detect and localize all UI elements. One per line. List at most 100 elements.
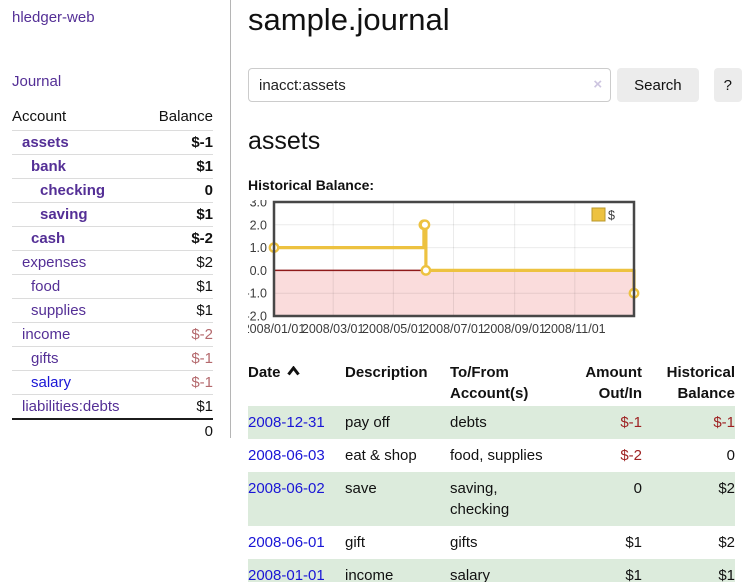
search-form: × Search ? xyxy=(248,68,742,102)
transaction-description: income xyxy=(345,559,450,582)
account-row: assets $-1 xyxy=(12,130,213,155)
transaction-accounts: food, supplies xyxy=(450,447,543,464)
account-balance: 0 xyxy=(145,178,213,203)
svg-text:2008/07/01: 2008/07/01 xyxy=(422,322,485,336)
sidebar: hledger-web Journal Account Balance asse… xyxy=(0,0,231,443)
account-balance: $1 xyxy=(145,274,213,299)
brand-link[interactable]: hledger-web xyxy=(12,9,95,26)
transactions-header-row: Date Description To/From Account(s) Amou… xyxy=(248,360,735,406)
account-balance: $1 xyxy=(145,154,213,179)
account-row: saving $1 xyxy=(12,202,213,227)
accounts-header-account: Account xyxy=(12,105,146,131)
chart-title: Historical Balance: xyxy=(248,177,375,193)
transaction-accounts: debts xyxy=(450,406,568,439)
account-balance: $-1 xyxy=(145,346,213,371)
account-row: cash $-2 xyxy=(12,226,213,251)
transaction-date-link[interactable]: 2008-06-01 xyxy=(248,534,325,551)
account-balance: $-1 xyxy=(145,370,213,395)
account-link-checking[interactable]: checking xyxy=(40,182,106,199)
account-link-assets[interactable]: assets xyxy=(22,134,69,151)
svg-text:2008/05/01: 2008/05/01 xyxy=(362,322,425,336)
svg-text:2.0: 2.0 xyxy=(250,218,267,232)
transaction-amount: $-1 xyxy=(568,406,642,439)
column-header-amount: Amount Out/In xyxy=(585,364,642,402)
account-link-bank[interactable]: bank xyxy=(31,158,67,175)
transaction-historical-balance: $-1 xyxy=(642,406,735,439)
transaction-date-link[interactable]: 2008-12-31 xyxy=(248,414,325,431)
transaction-historical-balance: 0 xyxy=(726,447,735,464)
transaction-amount: 0 xyxy=(568,472,642,526)
transaction-accounts: gifts xyxy=(450,534,478,551)
account-row: supplies $1 xyxy=(12,298,213,323)
transaction-historical-balance: $2 xyxy=(642,472,735,526)
help-button[interactable]: ? xyxy=(713,68,742,102)
accounts-header-balance: Balance xyxy=(145,105,213,131)
transaction-row: 2008-01-01 income salary $1 $1 xyxy=(248,559,735,582)
transaction-amount: $1 xyxy=(625,534,642,551)
account-link-supplies[interactable]: supplies xyxy=(31,302,87,319)
transaction-row: 2008-06-02 save saving, checking 0 $2 xyxy=(248,472,735,526)
account-balance: $-2 xyxy=(145,226,213,251)
legend-swatch xyxy=(591,207,606,222)
account-link-salary[interactable]: salary xyxy=(31,374,72,391)
accounts-total-row: 0 xyxy=(12,418,213,443)
transactions-tbody: 2008-12-31 pay off debts $-1 $-1 2008-06-03 ea… xyxy=(248,406,735,582)
account-balance: $2 xyxy=(145,250,213,275)
account-link-cash[interactable]: cash xyxy=(31,230,66,247)
account-row: expenses $2 xyxy=(12,250,213,275)
account-row: salary $-1 xyxy=(12,370,213,395)
transaction-amount: $-2 xyxy=(620,447,642,464)
svg-text:1.0: 1.0 xyxy=(250,241,267,255)
transaction-description: gift xyxy=(345,534,366,551)
account-link-income[interactable]: income xyxy=(22,326,71,343)
transactions-table: Date Description To/From Account(s) Amou… xyxy=(248,360,735,582)
sidebar-item-journal[interactable]: Journal xyxy=(12,73,62,90)
transaction-accounts: salary xyxy=(450,559,568,582)
transaction-row: 2008-12-31 pay off debts $-1 $-1 xyxy=(248,406,735,439)
transaction-date-link[interactable]: 2008-06-02 xyxy=(248,480,325,497)
clear-search-icon[interactable]: × xyxy=(593,76,603,93)
svg-text:-2.0: -2.0 xyxy=(248,310,267,324)
transaction-row: 2008-06-03 eat & shop food, supplies $-2 0 xyxy=(248,439,735,472)
transaction-historical-balance: $1 xyxy=(642,559,735,582)
account-row: liabilities:debts $1 xyxy=(12,394,213,420)
account-link-expenses[interactable]: expenses xyxy=(22,254,87,271)
svg-text:-1.0: -1.0 xyxy=(248,287,267,301)
account-balance: $1 xyxy=(145,298,213,323)
balance-chart: 3.0 2.0 1.0 0.0 -1.0 -2.02008/01/012008/03/01… xyxy=(243,196,742,347)
account-link-liabilities-debts[interactable]: liabilities:debts xyxy=(22,398,120,415)
transaction-description: eat & shop xyxy=(345,447,417,464)
transaction-row: 2008-06-01 gift gifts $1 $2 xyxy=(248,526,735,559)
account-title: assets xyxy=(248,127,321,155)
account-balance: $-1 xyxy=(145,130,213,155)
account-link-food[interactable]: food xyxy=(31,278,61,295)
account-link-saving[interactable]: saving xyxy=(40,206,88,223)
column-header-date[interactable]: Date xyxy=(248,360,345,406)
page-title: sample.journal xyxy=(248,2,450,37)
account-row: income $-2 xyxy=(12,322,213,347)
account-link-gifts[interactable]: gifts xyxy=(31,350,59,367)
column-header-historical-balance: Historical Balance xyxy=(666,364,735,402)
search-input[interactable] xyxy=(248,68,612,102)
transaction-date-link[interactable]: 2008-01-01 xyxy=(248,567,325,582)
sort-ascending-icon xyxy=(286,365,300,376)
transaction-accounts: saving, checking xyxy=(450,472,568,526)
account-row: checking 0 xyxy=(12,178,213,203)
accounts-total-balance: 0 xyxy=(145,418,213,443)
balance-chart-svg: 3.0 2.0 1.0 0.0 -1.0 -2.02008/01/012008/03/01… xyxy=(243,196,640,336)
transaction-description: save xyxy=(345,472,450,526)
accounts-tbody: assets $-1 bank $1 checking 0 saving $1 cash $-2 e… xyxy=(12,130,213,420)
transaction-amount: $1 xyxy=(568,559,642,582)
account-balance: $1 xyxy=(145,394,213,420)
transaction-date-link[interactable]: 2008-06-03 xyxy=(248,447,325,464)
main-content: sample.journal × Search ? assets Histori… xyxy=(243,0,742,582)
svg-text:3.0: 3.0 xyxy=(250,200,267,210)
svg-text:2008/03/01: 2008/03/01 xyxy=(302,322,365,336)
search-button[interactable]: Search xyxy=(617,68,699,102)
column-header-description: Description xyxy=(345,364,428,381)
transaction-historical-balance: $2 xyxy=(718,534,735,551)
svg-text:0.0: 0.0 xyxy=(250,264,267,278)
account-row: bank $1 xyxy=(12,154,213,179)
svg-text:2008/11/01: 2008/11/01 xyxy=(544,322,606,336)
